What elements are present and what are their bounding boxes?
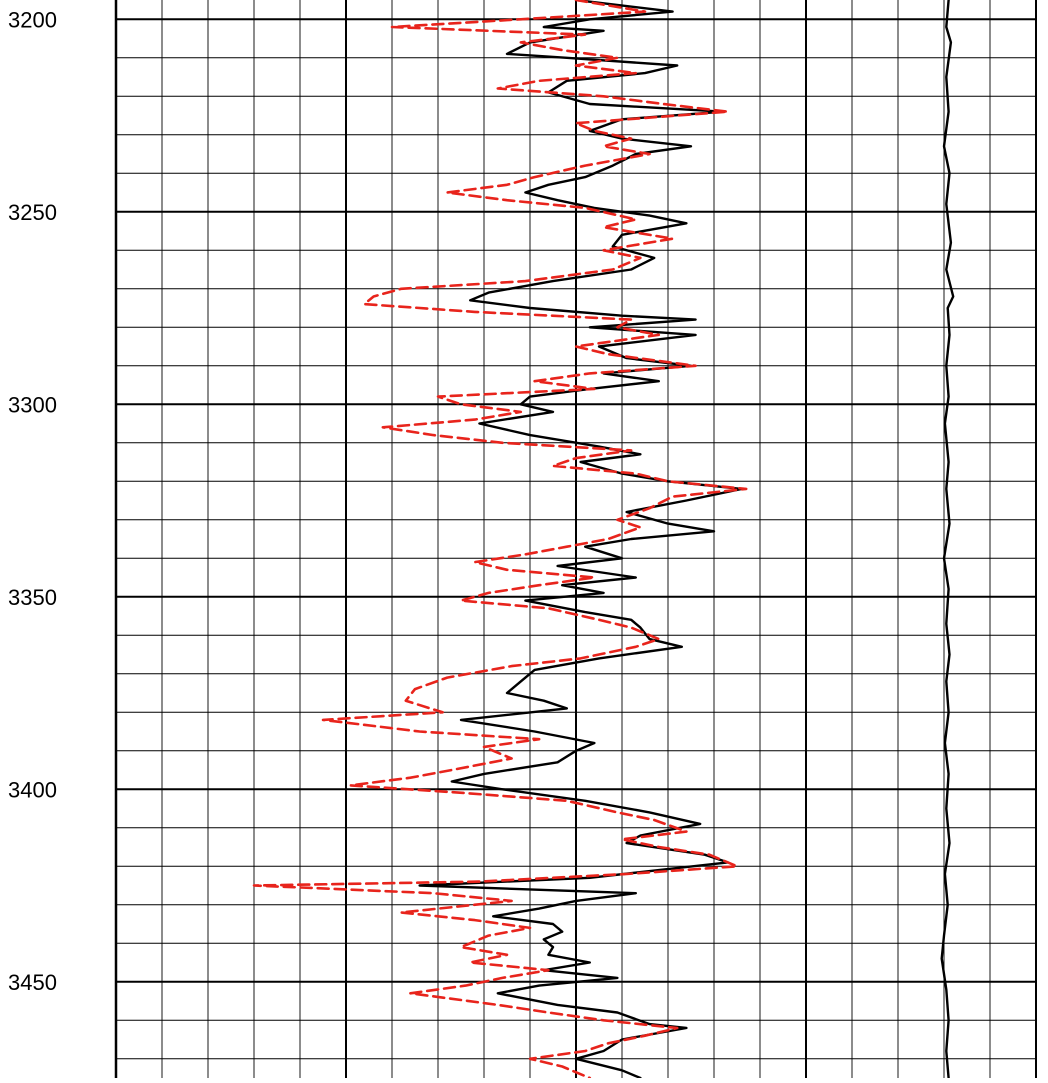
depth-tick-labels: 3200 3250 3300 3350 3400 3450 <box>8 7 57 995</box>
grid-layer <box>114 0 1037 1078</box>
series-layer <box>252 0 955 1080</box>
depth-tick-label-3450: 3450 <box>8 970 57 995</box>
depth-tick-label-3300: 3300 <box>8 392 57 417</box>
depth-tick-label-3250: 3250 <box>8 200 57 225</box>
depth-tick-label-3400: 3400 <box>8 777 57 802</box>
depth-tick-label-3350: 3350 <box>8 585 57 610</box>
depth-tick-label-3200: 3200 <box>8 7 57 32</box>
series-line-dashed-red <box>252 0 748 1080</box>
series-line-solid-black-2 <box>940 0 955 1080</box>
series-line-solid-black-0 <box>418 0 743 1080</box>
